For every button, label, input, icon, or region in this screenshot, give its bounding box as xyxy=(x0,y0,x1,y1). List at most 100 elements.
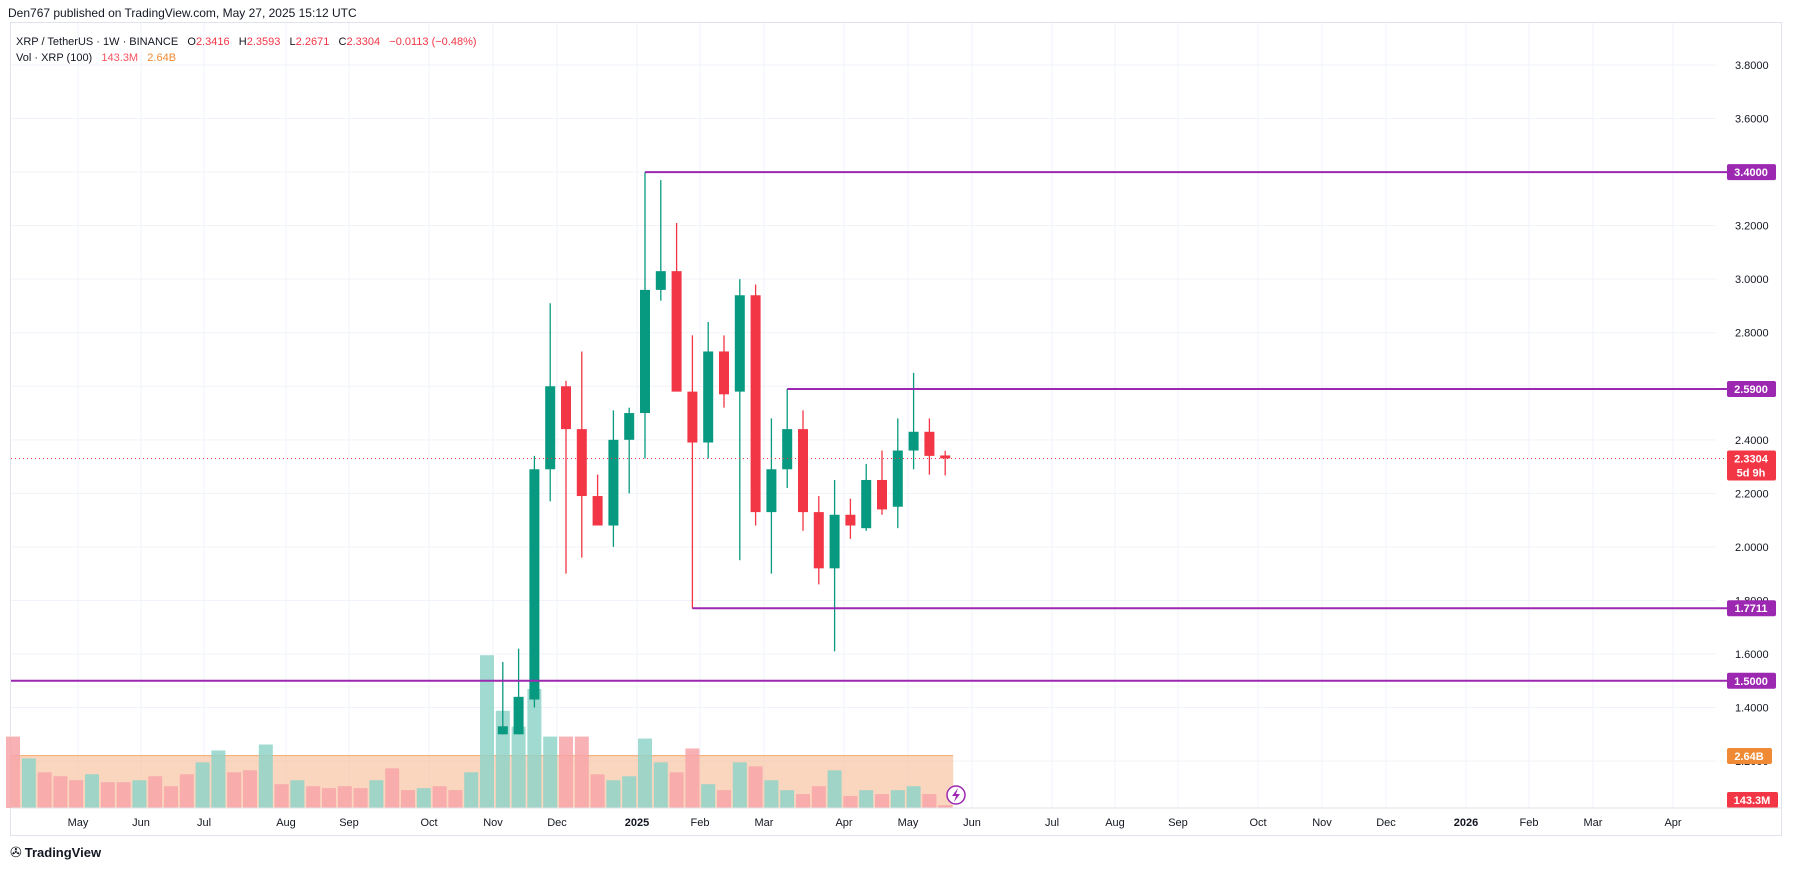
legend: XRP / TetherUS · 1W · BINANCE O2.3416 H2… xyxy=(16,34,477,66)
volume-bar xyxy=(653,762,668,808)
level-tag xyxy=(1727,380,1776,397)
volume-ma-value: 2.64B xyxy=(147,52,177,64)
low-label: L xyxy=(289,36,296,48)
candle-body xyxy=(671,271,682,392)
volume-bar xyxy=(748,766,763,808)
x-tick-label: Nov xyxy=(483,817,503,829)
volume-ma-tag-label: 2.64B xyxy=(1734,751,1763,763)
candle-body xyxy=(766,469,777,513)
x-tick-label: Jul xyxy=(197,817,211,829)
volume-bar xyxy=(780,790,795,808)
volume-bar xyxy=(179,774,194,808)
volume-label[interactable]: Vol · XRP (100) xyxy=(16,52,93,64)
lightning-glyph xyxy=(952,788,960,802)
x-tick-label: Dec xyxy=(547,817,567,829)
x-tick-label: Aug xyxy=(276,817,296,829)
candle-body xyxy=(529,469,540,700)
volume-bar xyxy=(875,794,889,808)
volume-bar xyxy=(701,784,716,808)
level-tag-label: 2.5900 xyxy=(1734,384,1768,396)
change-value: −0.0113 (−0.48%) xyxy=(389,36,477,48)
close-value: 2.3304 xyxy=(346,36,381,48)
candle-body xyxy=(687,391,698,443)
high-label: H xyxy=(238,36,247,48)
candle-body xyxy=(734,295,745,392)
volume-bar xyxy=(495,710,510,808)
volume-bar xyxy=(432,786,447,808)
volume-bar xyxy=(243,770,257,808)
x-tick-label: Oct xyxy=(1249,817,1266,829)
volume-bar xyxy=(906,786,921,808)
symbol-label[interactable]: XRP / TetherUS · 1W · BINANCE xyxy=(16,36,179,48)
volume-bar xyxy=(322,788,336,808)
level-tag xyxy=(1727,672,1776,689)
candle-body xyxy=(813,512,824,569)
volume-bar xyxy=(100,782,115,808)
candle-body xyxy=(655,271,666,290)
tradingview-logo-icon: ✇ xyxy=(10,844,22,860)
footer-brand: TradingView xyxy=(24,845,102,860)
level-tag-label: 3.4000 xyxy=(1734,167,1768,179)
volume-bar xyxy=(401,790,415,808)
x-tick-label: May xyxy=(68,817,89,829)
volume-bar xyxy=(843,796,858,808)
high-value: 2.3593 xyxy=(246,36,281,48)
y-tick-label: 3.8000 xyxy=(1735,60,1769,72)
x-tick-label: Mar xyxy=(1584,817,1603,829)
volume-bar xyxy=(85,774,99,808)
volume-bar xyxy=(574,736,589,808)
last-volume-tag xyxy=(1727,792,1778,808)
candle-body xyxy=(924,431,935,456)
candle-body xyxy=(497,726,508,735)
volume-bar xyxy=(116,782,131,808)
tradingview-footer[interactable]: ✇ TradingView xyxy=(10,844,101,861)
volume-bar xyxy=(717,790,731,808)
publish-info: Den767 published on TradingView.com, May… xyxy=(8,6,357,20)
volume-bar xyxy=(827,770,842,808)
volume-bar xyxy=(811,786,826,808)
candle-body xyxy=(513,696,524,735)
candle-body xyxy=(624,413,635,440)
countdown-label: 5d 9h xyxy=(1737,467,1766,479)
volume-bar xyxy=(638,738,652,808)
candle-body xyxy=(845,514,856,526)
y-tick-label: 1.6000 xyxy=(1735,649,1769,661)
volume-value: 143.3M xyxy=(101,52,139,64)
volume-bar xyxy=(590,774,605,808)
candle-body xyxy=(545,386,556,470)
x-tick-label: Jun xyxy=(963,817,981,829)
x-tick-label: Jun xyxy=(132,817,150,829)
candle-body xyxy=(719,351,729,395)
volume-bar xyxy=(369,780,384,808)
candle-body xyxy=(782,429,793,470)
x-tick-label: Mar xyxy=(755,817,774,829)
open-label: O xyxy=(187,36,196,48)
volume-bar xyxy=(258,744,273,808)
volume-bar xyxy=(543,736,558,808)
x-tick-label: Oct xyxy=(420,817,437,829)
candle-body xyxy=(608,439,619,526)
volume-bar xyxy=(132,780,147,808)
candle-body xyxy=(640,289,650,414)
volume-bar xyxy=(164,786,178,808)
candle-body xyxy=(576,429,587,497)
x-tick-label: Apr xyxy=(835,817,852,829)
volume-bar xyxy=(211,750,226,808)
y-tick-label: 2.8000 xyxy=(1735,328,1769,340)
level-tag xyxy=(1727,164,1776,181)
x-tick-label: Dec xyxy=(1376,817,1396,829)
x-tick-label: 2026 xyxy=(1454,817,1478,829)
candle-body xyxy=(940,455,951,459)
last-price-label: 2.3304 xyxy=(1734,453,1769,465)
candle-body xyxy=(592,496,603,526)
y-tick-label: 3.0000 xyxy=(1735,274,1769,286)
volume-bar xyxy=(274,784,289,808)
volume-bar xyxy=(6,736,20,808)
candle-body xyxy=(750,295,761,513)
volume-bar xyxy=(385,768,400,808)
volume-bar xyxy=(53,776,68,808)
candle-body xyxy=(829,514,840,569)
volume-bar xyxy=(416,788,431,808)
y-tick-label: 1.4000 xyxy=(1735,703,1769,715)
